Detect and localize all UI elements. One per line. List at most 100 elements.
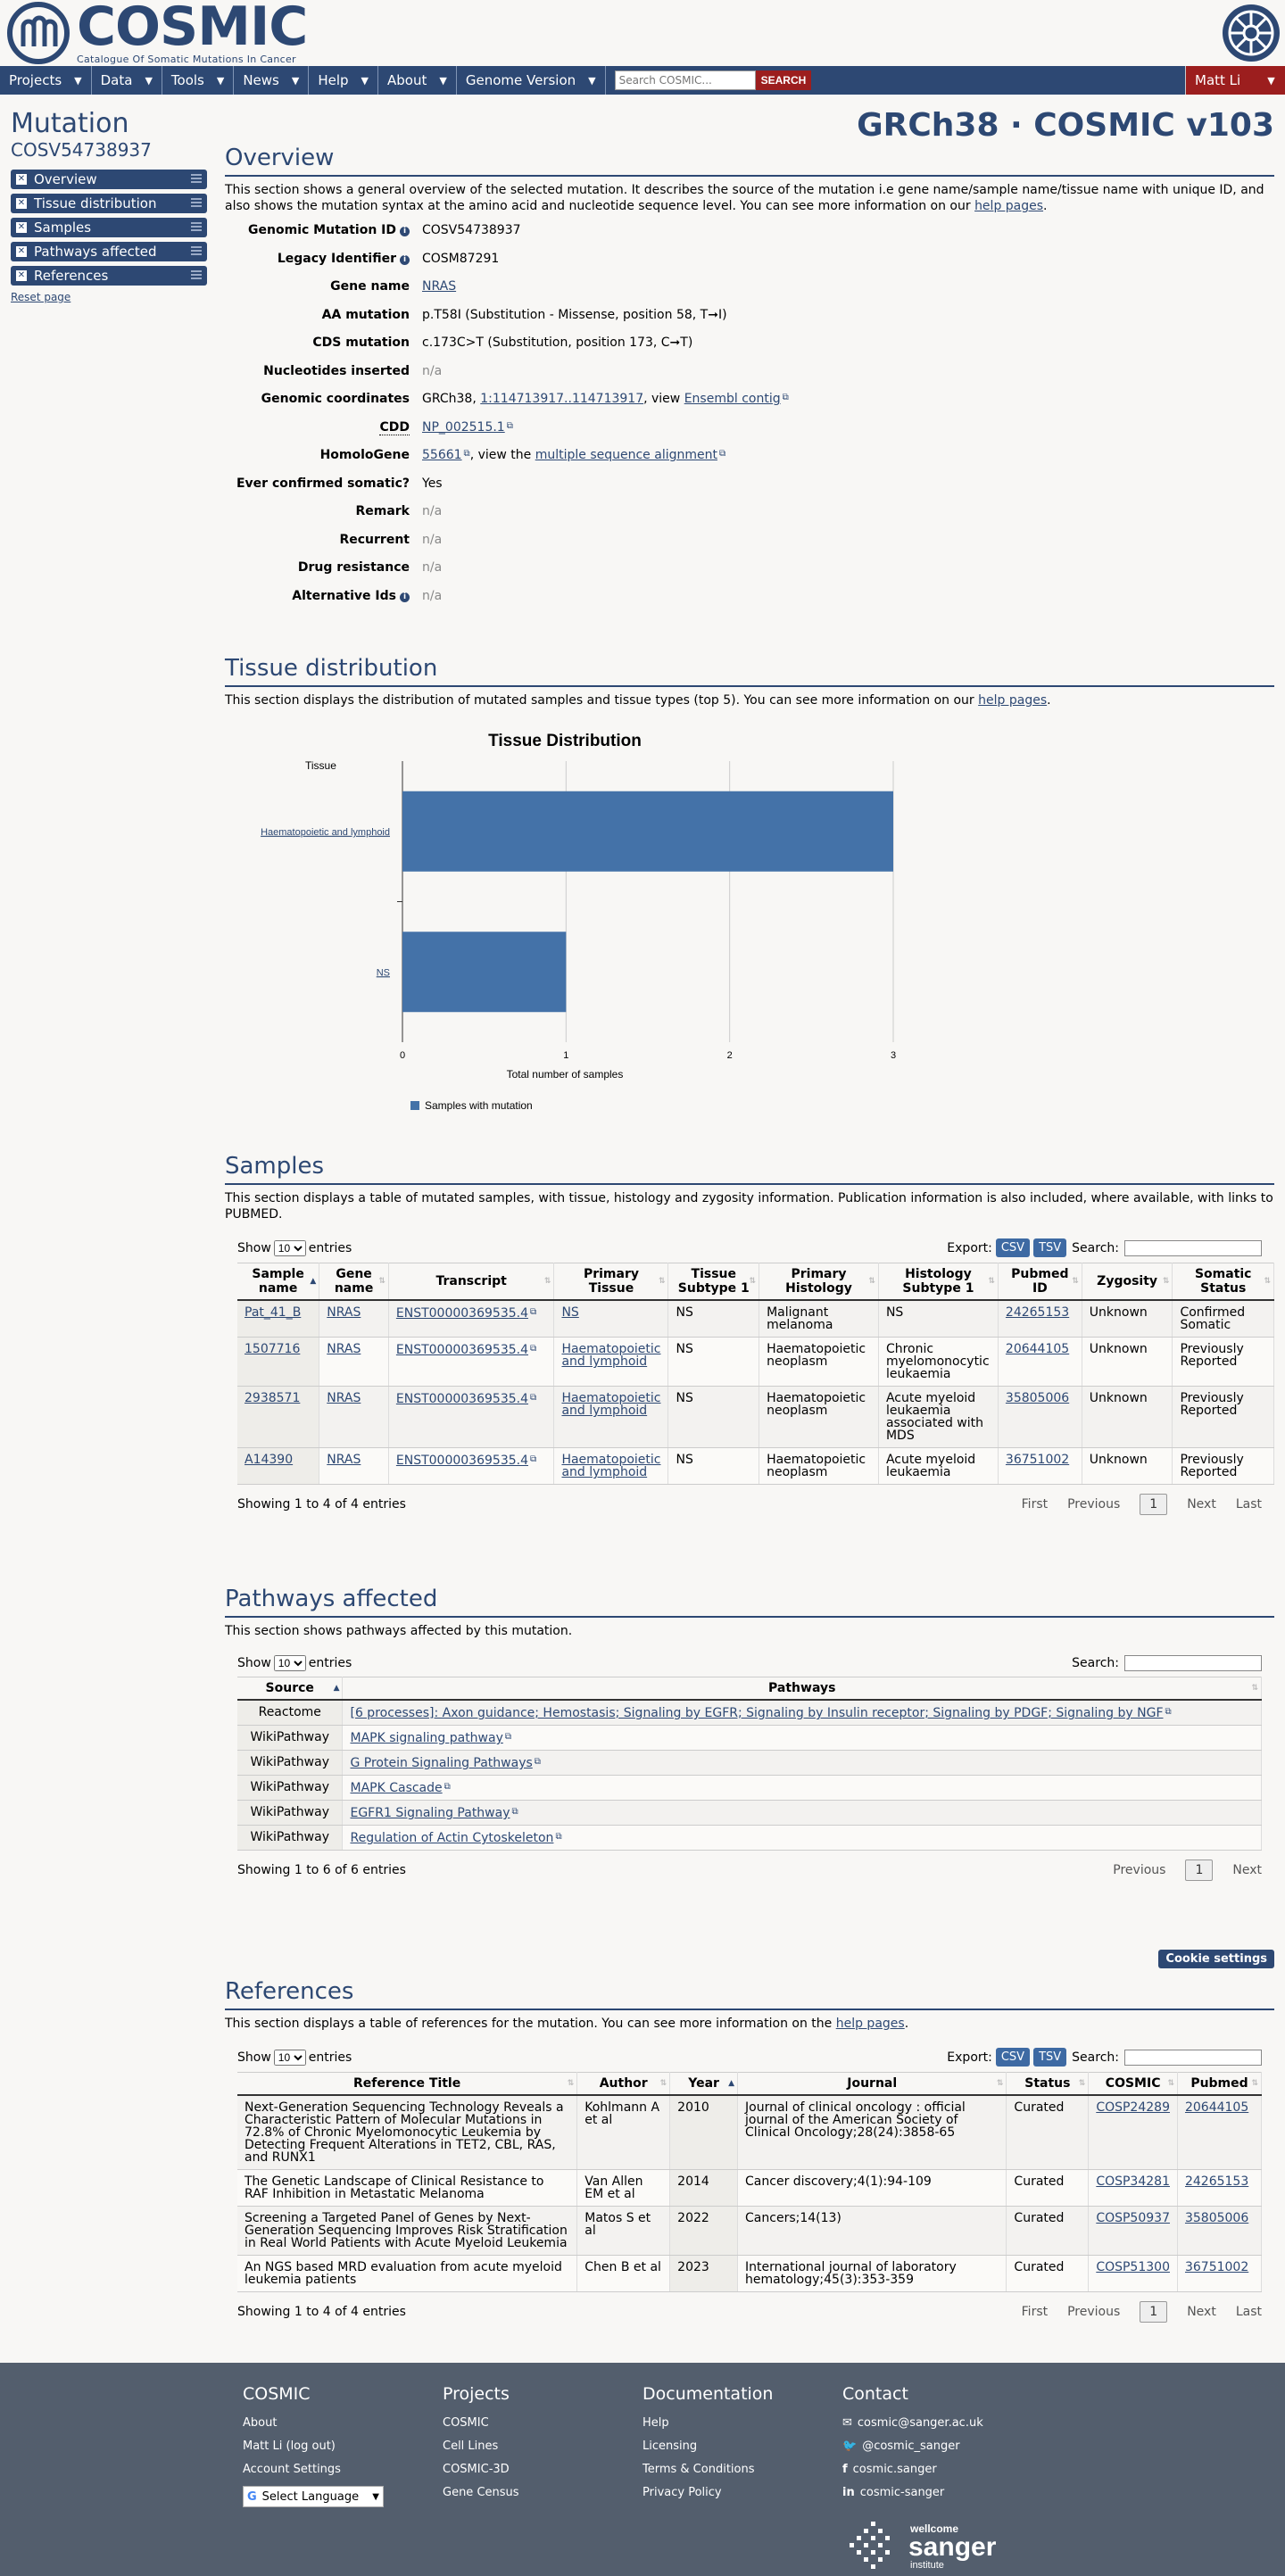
- table-search-input[interactable]: [1124, 1239, 1262, 1256]
- drag-handle-icon[interactable]: [191, 270, 202, 281]
- sidebar-item-overview[interactable]: ✕ Overview: [11, 170, 207, 189]
- nav-news[interactable]: News ▼: [234, 66, 310, 95]
- table-cell[interactable]: Haematopoietic and lymphoid: [553, 1337, 669, 1387]
- cell-link[interactable]: MAPK Cascade: [350, 1781, 443, 1795]
- info-icon[interactable]: i: [400, 227, 410, 236]
- column-header[interactable]: Zygosity ⇅: [1082, 1263, 1173, 1301]
- next-page-button[interactable]: Next: [1187, 2305, 1216, 2319]
- footer-link-privacy[interactable]: Privacy Policy: [642, 2486, 722, 2499]
- y-tick-label[interactable]: NS: [377, 967, 390, 978]
- table-cell[interactable]: G Protein Signaling Pathways ⧉: [342, 1750, 1262, 1776]
- next-page-button[interactable]: Next: [1232, 1863, 1262, 1877]
- info-icon[interactable]: i: [400, 592, 410, 602]
- table-search-input[interactable]: [1124, 2049, 1262, 2066]
- table-cell[interactable]: NRAS: [319, 1300, 389, 1338]
- homologene-link[interactable]: 55661: [422, 448, 462, 462]
- column-header[interactable]: Gene name ⇅: [319, 1263, 389, 1301]
- help-pages-link[interactable]: help pages: [835, 2017, 905, 2031]
- footer-link-cosmic-3d[interactable]: COSMIC-3D: [443, 2463, 510, 2476]
- table-cell[interactable]: EGFR1 Signaling Pathway ⧉: [342, 1800, 1262, 1826]
- first-page-button[interactable]: First: [1021, 1497, 1049, 1512]
- table-cell[interactable]: 1507716: [237, 1337, 320, 1387]
- column-header[interactable]: Pubmed ID ⇅: [998, 1263, 1082, 1301]
- table-cell[interactable]: NRAS: [319, 1447, 389, 1485]
- footer-link-twitter[interactable]: 🐦 @cosmic_sanger: [842, 2439, 983, 2453]
- column-header[interactable]: Pubmed ⇅: [1177, 2072, 1263, 2096]
- table-cell[interactable]: ENST00000369535.4 ⧉: [388, 1337, 555, 1387]
- cell-link[interactable]: ENST00000369535.4: [395, 1392, 528, 1406]
- cell-link[interactable]: NRAS: [327, 1391, 361, 1405]
- drag-handle-icon[interactable]: [191, 198, 202, 209]
- column-header[interactable]: Sample name ▲: [237, 1263, 320, 1301]
- footer-link-logout[interactable]: Matt Li (log out): [243, 2439, 336, 2453]
- footer-link-linkedin[interactable]: in cosmic-sanger: [842, 2486, 983, 2499]
- cell-link[interactable]: COSP51300: [1096, 2260, 1170, 2274]
- language-select[interactable]: G Select Language ▼: [243, 2486, 384, 2507]
- drag-handle-icon[interactable]: [191, 222, 202, 233]
- export-csv-button[interactable]: CSV: [995, 2048, 1031, 2067]
- entries-select[interactable]: 10: [273, 2049, 306, 2066]
- export-tsv-button[interactable]: TSV: [1033, 2048, 1067, 2067]
- footer-link-account[interactable]: Account Settings: [243, 2463, 341, 2476]
- close-icon[interactable]: ✕: [16, 198, 27, 209]
- column-header[interactable]: Reference Title ⇅: [237, 2072, 578, 2096]
- first-page-button[interactable]: First: [1021, 2305, 1049, 2319]
- gene-link[interactable]: NRAS: [422, 279, 457, 294]
- previous-page-button[interactable]: Previous: [1067, 1497, 1121, 1512]
- nav-about[interactable]: About ▼: [378, 66, 457, 95]
- cosmic-logo[interactable]: COSMIC Catalogue Of Somatic Mutations In…: [4, 0, 308, 65]
- info-icon[interactable]: i: [400, 254, 410, 265]
- table-cell[interactable]: 24265153: [1177, 2169, 1263, 2207]
- nav-help[interactable]: Help ▼: [309, 66, 379, 95]
- entries-select[interactable]: 10: [273, 1655, 306, 1671]
- cell-link[interactable]: 20644105: [1184, 2100, 1249, 2115]
- cell-link[interactable]: COSP50937: [1096, 2211, 1170, 2225]
- footer-link-help[interactable]: Help: [642, 2416, 669, 2430]
- nav-tools[interactable]: Tools ▼: [162, 66, 235, 95]
- cell-link[interactable]: 36751002: [1005, 1453, 1070, 1467]
- footer-link-cell-lines[interactable]: Cell Lines: [443, 2439, 499, 2453]
- cell-link[interactable]: 2938571: [245, 1391, 301, 1405]
- cell-link[interactable]: MAPK signaling pathway: [350, 1731, 503, 1745]
- close-icon[interactable]: ✕: [16, 222, 27, 233]
- coordinates-link[interactable]: 1:114713917..114713917: [480, 392, 644, 406]
- cell-link[interactable]: Haematopoietic and lymphoid: [561, 1342, 661, 1369]
- footer-link-terms[interactable]: Terms & Conditions: [642, 2463, 755, 2476]
- cell-link[interactable]: 1507716: [245, 1342, 301, 1356]
- table-cell[interactable]: 36751002: [1177, 2255, 1263, 2292]
- sidebar-item-pathways[interactable]: ✕ Pathways affected: [11, 242, 207, 261]
- table-cell[interactable]: 20644105: [1177, 2095, 1263, 2170]
- cell-link[interactable]: NRAS: [327, 1453, 361, 1467]
- export-csv-button[interactable]: CSV: [995, 1238, 1031, 1257]
- column-header[interactable]: Tissue Subtype 1 ⇅: [667, 1263, 760, 1301]
- table-cell[interactable]: COSP24289: [1088, 2095, 1178, 2170]
- column-header[interactable]: Transcript ⇅: [388, 1263, 555, 1301]
- table-cell[interactable]: [6 processes]: Axon guidance; Hemostasis…: [342, 1700, 1262, 1726]
- cell-link[interactable]: Pat_41_B: [245, 1305, 302, 1320]
- cell-link[interactable]: 35805006: [1184, 2211, 1249, 2225]
- cell-link[interactable]: ENST00000369535.4: [395, 1454, 528, 1468]
- drag-handle-icon[interactable]: [191, 246, 202, 257]
- footer-link-about[interactable]: About: [243, 2416, 278, 2430]
- cell-link[interactable]: [6 processes]: Axon guidance; Hemostasis…: [350, 1706, 1164, 1720]
- column-header[interactable]: Year ▲: [669, 2072, 739, 2096]
- table-cell[interactable]: 36751002: [998, 1447, 1082, 1485]
- last-page-button[interactable]: Last: [1235, 1497, 1262, 1512]
- footer-link-licensing[interactable]: Licensing: [642, 2439, 698, 2453]
- cell-link[interactable]: EGFR1 Signaling Pathway: [350, 1806, 510, 1820]
- current-page-button[interactable]: 1: [1140, 1494, 1168, 1515]
- entries-select[interactable]: 10: [273, 1239, 306, 1256]
- table-cell[interactable]: Regulation of Actin Cytoskeleton ⧉: [342, 1825, 1262, 1851]
- cell-link[interactable]: 20644105: [1005, 1342, 1070, 1356]
- cell-link[interactable]: A14390: [245, 1453, 294, 1467]
- help-pages-link[interactable]: help pages: [978, 693, 1048, 708]
- sidebar-item-tissue[interactable]: ✕ Tissue distribution: [11, 194, 207, 213]
- close-icon[interactable]: ✕: [16, 246, 27, 257]
- table-search-input[interactable]: [1124, 1655, 1262, 1671]
- nav-data[interactable]: Data ▼: [92, 66, 162, 95]
- cell-link[interactable]: 24265153: [1005, 1305, 1070, 1320]
- table-cell[interactable]: Pat_41_B: [237, 1300, 320, 1338]
- cell-link[interactable]: NRAS: [327, 1342, 361, 1356]
- y-tick-label[interactable]: Haematopoietic and lymphoid: [261, 827, 390, 838]
- close-icon[interactable]: ✕: [16, 174, 27, 185]
